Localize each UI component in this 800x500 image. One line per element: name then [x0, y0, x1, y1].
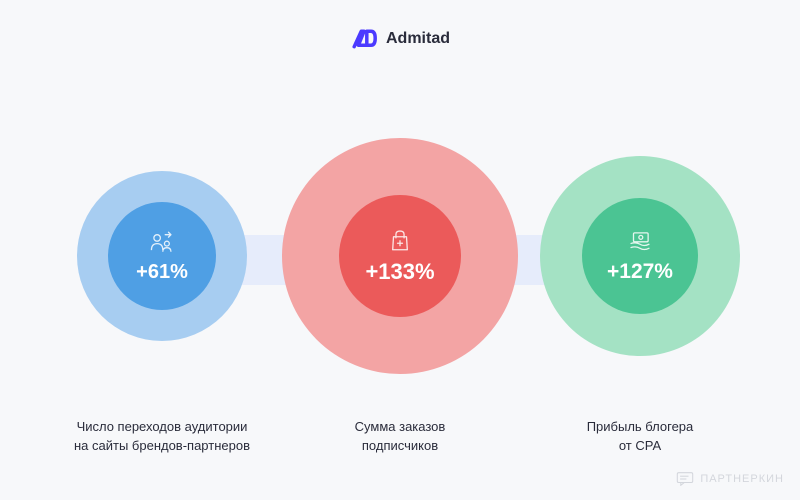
metric-value-orders: +133%: [365, 259, 434, 285]
bag-icon: [387, 227, 413, 253]
caption-line: подписчиков: [290, 437, 510, 456]
caption-line: Сумма заказов: [290, 418, 510, 437]
caption-line: Прибыль блогера: [530, 418, 750, 437]
chat-icon: [676, 472, 694, 486]
cash-icon: [627, 228, 653, 254]
metric-inner-transitions: +61%: [108, 202, 216, 310]
audience-icon: [149, 229, 175, 255]
metric-value-transitions: +61%: [136, 261, 188, 284]
metric-inner-orders: +133%: [339, 195, 461, 317]
caption-line: на сайты брендов-партнеров: [52, 437, 272, 456]
watermark: ПАРТНЕРКИН: [676, 472, 784, 486]
caption-line: Число переходов аудитории: [52, 418, 272, 437]
metric-inner-profit: +127%: [582, 198, 698, 314]
brand-name: Admitad: [386, 30, 450, 48]
metric-value-profit: +127%: [607, 260, 673, 284]
metric-caption-transitions: Число переходов аудиториина сайты брендо…: [52, 418, 272, 456]
watermark-text: ПАРТНЕРКИН: [700, 473, 784, 485]
caption-line: от CPA: [530, 437, 750, 456]
header: Admitad: [0, 28, 800, 50]
metric-caption-profit: Прибыль блогераот CPA: [530, 418, 750, 456]
admitad-logo-icon: [350, 28, 378, 50]
metric-caption-orders: Сумма заказовподписчиков: [290, 418, 510, 456]
